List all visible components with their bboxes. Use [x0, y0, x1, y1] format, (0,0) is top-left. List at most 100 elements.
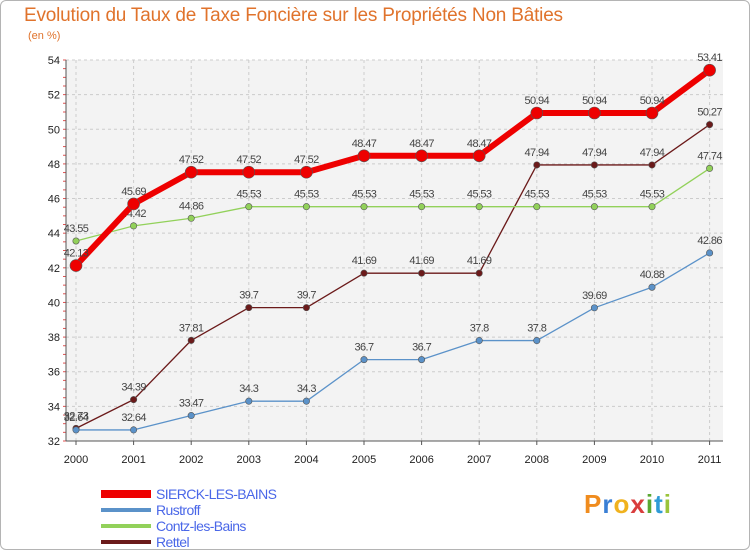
data-point-rustroff — [72, 426, 80, 434]
data-label-rustroff: 34.3 — [239, 383, 258, 395]
data-point-sierck-les-bains — [703, 63, 716, 77]
legend-item: SIERCK-LES-BAINS — [101, 486, 277, 502]
data-label-sierck-les-bains: 48.47 — [352, 138, 377, 150]
x-tick-label: 2001 — [121, 454, 145, 466]
x-tick-label: 2000 — [64, 454, 88, 466]
data-label-rustroff: 33.47 — [179, 398, 204, 410]
x-tick-label: 2004 — [294, 454, 318, 466]
data-point-rustroff — [130, 426, 138, 434]
data-point-rustroff — [360, 356, 368, 364]
x-tick-label: 2008 — [525, 454, 549, 466]
series-line-contz-les-bains — [75, 167, 711, 242]
series-line-sierck-les-bains — [73, 67, 713, 269]
y-tick-label: 38 — [48, 332, 60, 344]
legend-swatch — [101, 540, 151, 544]
data-point-rettel — [706, 121, 714, 129]
data-point-contz-les-bains — [245, 203, 253, 211]
x-tick-label: 2006 — [409, 454, 433, 466]
data-point-sierck-les-bains — [300, 165, 313, 179]
data-point-sierck-les-bains — [472, 149, 486, 163]
legend-item: Rettel — [101, 534, 276, 550]
brand-letter: x — [630, 489, 646, 519]
data-label-rettel: 41.69 — [467, 255, 492, 267]
data-point-rustroff — [706, 249, 714, 257]
data-point-sierck-les-bains — [357, 149, 371, 163]
data-label-sierck-les-bains: 42.13 — [64, 248, 89, 260]
data-label-contz-les-bains: 45.53 — [582, 189, 607, 201]
data-label-rettel: 32.73 — [64, 410, 89, 422]
data-point-contz-les-bains — [590, 203, 598, 211]
brand-letter: P — [584, 489, 603, 519]
data-label-rettel: 41.69 — [352, 255, 377, 267]
data-label-contz-les-bains: 45.53 — [294, 189, 319, 201]
series-line-rustroff — [75, 252, 711, 431]
data-point-rettel — [360, 269, 368, 277]
y-tick-label: 40 — [48, 297, 60, 309]
data-point-rustroff — [187, 412, 195, 420]
data-label-rettel: 39.7 — [239, 290, 258, 302]
y-tick-label: 48 — [48, 159, 60, 171]
chart-title: Evolution du Taux de Taxe Foncière sur l… — [24, 5, 563, 26]
data-label-contz-les-bains: 45.53 — [237, 189, 262, 201]
data-label-contz-les-bains: 45.53 — [525, 189, 550, 201]
y-tick-label: 54 — [48, 55, 60, 67]
data-label-sierck-les-bains: 50.94 — [582, 95, 607, 107]
data-point-contz-les-bains — [533, 203, 541, 211]
data-point-rustroff — [302, 397, 310, 405]
data-point-rustroff — [245, 397, 253, 405]
data-point-sierck-les-bains — [69, 259, 83, 272]
data-label-rustroff: 42.86 — [697, 235, 722, 247]
data-point-rettel — [590, 161, 598, 169]
legend-swatch — [101, 508, 151, 512]
data-label-sierck-les-bains: 47.52 — [237, 154, 262, 166]
y-tick-label: 52 — [48, 90, 60, 102]
data-label-rettel: 50.27 — [697, 107, 722, 119]
data-point-rettel — [533, 161, 541, 169]
data-label-contz-les-bains: 43.55 — [64, 223, 89, 235]
legend-label: Rustroff — [156, 502, 201, 518]
data-label-sierck-les-bains: 50.94 — [640, 95, 665, 107]
data-label-rettel: 47.94 — [525, 147, 550, 159]
data-label-sierck-les-bains: 50.94 — [525, 95, 550, 107]
chart-subtitle: (en %) — [28, 30, 61, 42]
data-label-sierck-les-bains: 47.52 — [294, 154, 319, 166]
data-label-sierck-les-bains: 47.52 — [179, 154, 204, 166]
brand-letter: o — [613, 489, 631, 519]
data-label-contz-les-bains: 47.74 — [697, 150, 722, 162]
data-label-contz-les-bains: 44.86 — [179, 200, 204, 212]
data-label-rustroff: 32.64 — [64, 412, 89, 424]
data-point-rustroff — [418, 356, 426, 364]
data-label-sierck-les-bains: 48.47 — [409, 138, 434, 150]
data-label-rustroff: 36.7 — [412, 342, 431, 354]
y-tick-label: 46 — [48, 194, 60, 206]
data-point-rettel — [245, 304, 253, 312]
data-point-sierck-les-bains — [588, 106, 601, 120]
data-label-sierck-les-bains: 48.47 — [467, 138, 492, 150]
data-label-sierck-les-bains: 45.69 — [121, 186, 146, 198]
data-label-rustroff: 37.8 — [470, 323, 489, 335]
brand-letter: i — [645, 489, 655, 519]
data-point-contz-les-bains — [648, 203, 656, 211]
data-label-rustroff: 37.8 — [527, 323, 546, 335]
data-label-contz-les-bains: 45.53 — [640, 189, 665, 201]
legend-item: Rustroff — [101, 502, 276, 518]
data-point-rustroff — [648, 283, 656, 291]
data-label-rustroff: 32.64 — [121, 412, 146, 424]
chart-legend: SIERCK-LES-BAINS Rustroff Contz-les-Bains R… — [101, 486, 277, 550]
data-point-contz-les-bains — [72, 237, 80, 245]
data-point-sierck-les-bains — [184, 165, 198, 179]
data-point-sierck-les-bains — [415, 149, 428, 163]
data-point-rustroff — [533, 337, 541, 345]
x-tick-label: 2007 — [467, 454, 491, 466]
data-point-sierck-les-bains — [530, 106, 544, 120]
data-point-rettel — [475, 269, 483, 277]
legend-label: Rettel — [156, 534, 190, 550]
brand-letter: i — [663, 489, 672, 519]
data-label-rettel: 39.7 — [297, 290, 316, 302]
x-tick-label: 2011 — [698, 454, 722, 466]
data-point-rustroff — [590, 304, 598, 312]
x-tick-label: 2003 — [237, 454, 261, 466]
y-tick-label: 34 — [48, 401, 60, 413]
